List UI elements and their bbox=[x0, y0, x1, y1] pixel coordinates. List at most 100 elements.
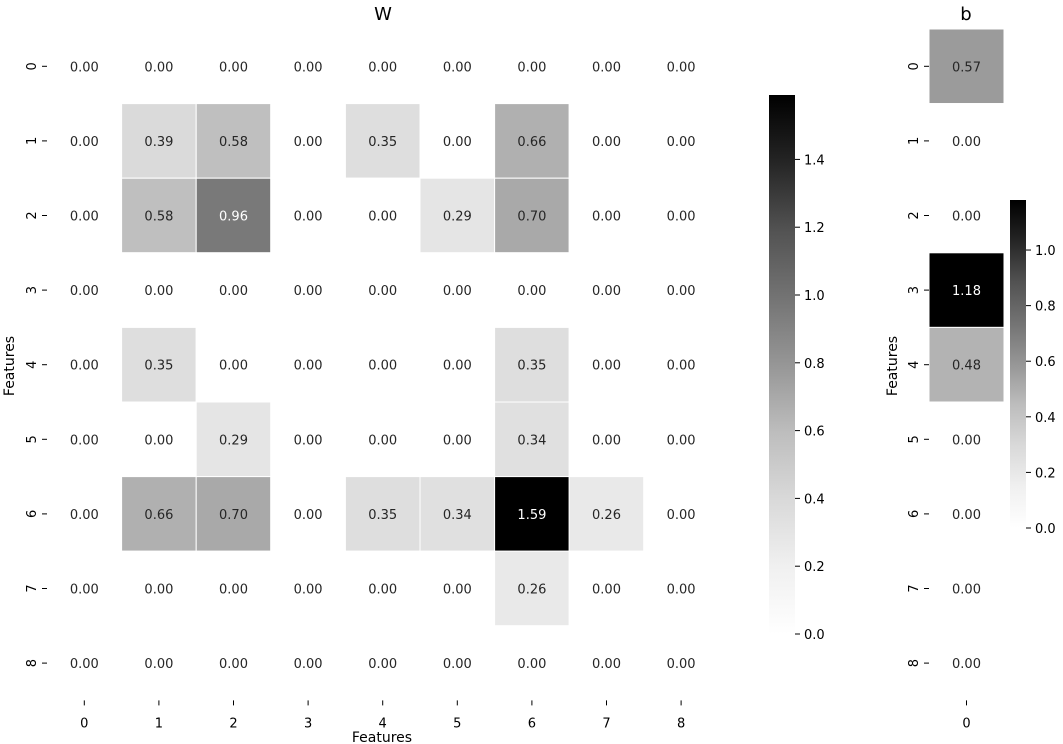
w-cell-label: 0.70 bbox=[219, 508, 248, 523]
w-cell bbox=[419, 550, 496, 627]
w-cell-label: 0.00 bbox=[294, 210, 323, 225]
w-cell-label: 0.26 bbox=[517, 583, 546, 598]
w-cell-label: 0.00 bbox=[70, 210, 99, 225]
b-colorbar-tick-label: 0.2 bbox=[1035, 466, 1056, 481]
w-cell bbox=[643, 625, 719, 701]
w-cell-label: 0.00 bbox=[667, 583, 696, 598]
w-cell-label: 0.00 bbox=[144, 433, 173, 448]
w-cell bbox=[568, 28, 645, 105]
w-cell-label: 0.00 bbox=[667, 60, 696, 75]
w-cell-label: 0.00 bbox=[443, 657, 472, 672]
w-cell-label: 0.00 bbox=[667, 359, 696, 374]
w-cell-label: 0.00 bbox=[70, 135, 99, 150]
w-cell bbox=[270, 177, 346, 254]
w-cell bbox=[270, 625, 346, 701]
w-cell-label: 0.39 bbox=[144, 135, 173, 150]
heatmap-b: b 0.57 0.00 0.00 1.18 0.48 0.00 0.00 0.00 0.00 0… bbox=[885, 4, 1005, 731]
b-y-tick-label: 7 bbox=[907, 584, 922, 592]
b-y-tick-label: 5 bbox=[907, 435, 922, 443]
w-cell-label: 0.00 bbox=[70, 359, 99, 374]
w-cell bbox=[344, 401, 421, 478]
b-cell-label: 1.18 bbox=[952, 284, 981, 299]
b-cell bbox=[928, 28, 1005, 105]
w-cell bbox=[195, 326, 272, 403]
w-ylabel: Features bbox=[2, 336, 18, 396]
b-cell bbox=[928, 625, 1005, 701]
w-cell-label: 0.00 bbox=[592, 657, 621, 672]
w-cell-label: 0.00 bbox=[592, 210, 621, 225]
w-cell-label: 0.00 bbox=[368, 60, 397, 75]
w-cell-label: 0.00 bbox=[144, 657, 173, 672]
w-cell bbox=[419, 625, 496, 701]
b-cell-label: 0.00 bbox=[952, 433, 981, 448]
w-cell-label: 0.00 bbox=[70, 508, 99, 523]
w-cell bbox=[494, 550, 570, 627]
b-y-axis: 0 1 2 3 4 5 6 7 8 bbox=[907, 62, 929, 667]
w-y-tick-label: 2 bbox=[25, 211, 40, 219]
w-xlabel: Features bbox=[352, 730, 412, 744]
b-cell bbox=[928, 103, 1005, 179]
w-cell-label: 0.00 bbox=[219, 657, 248, 672]
w-cell-label: 0.00 bbox=[294, 135, 323, 150]
w-cell-label: 0.00 bbox=[592, 284, 621, 299]
w-cell-label: 0.00 bbox=[592, 60, 621, 75]
w-cell-label: 0.00 bbox=[144, 583, 173, 598]
w-colorbar-ticks: 0.0 0.2 0.4 0.6 0.8 1.0 1.2 1.4 bbox=[795, 153, 825, 643]
w-cell-label: 0.00 bbox=[294, 657, 323, 672]
w-cell-label: 0.34 bbox=[517, 433, 546, 448]
b-colorbar-gradient bbox=[1010, 200, 1026, 528]
w-cell bbox=[46, 401, 123, 478]
w-cell-label: 0.26 bbox=[592, 508, 621, 523]
w-y-tick-label: 4 bbox=[25, 361, 40, 369]
w-cell bbox=[419, 326, 496, 403]
w-cell bbox=[494, 476, 570, 552]
w-y-axis: 0 1 2 3 4 5 6 7 8 bbox=[25, 62, 47, 667]
b-cell bbox=[928, 252, 1005, 328]
b-colorbar-tick-label: 0.0 bbox=[1035, 522, 1056, 537]
b-y-tick-label: 1 bbox=[907, 137, 922, 145]
w-cell-label: 0.00 bbox=[517, 284, 546, 299]
w-cell-label: 0.00 bbox=[368, 583, 397, 598]
w-cell-label: 0.00 bbox=[443, 359, 472, 374]
w-cell-label: 0.00 bbox=[667, 135, 696, 150]
b-annotations: 0.57 0.00 0.00 1.18 0.48 0.00 0.00 0.00 0.00 bbox=[952, 60, 981, 672]
w-cell-label: 0.00 bbox=[144, 60, 173, 75]
w-cell-label: 0.35 bbox=[144, 359, 173, 374]
w-cell bbox=[121, 476, 197, 552]
w-cell-label: 1.59 bbox=[517, 508, 546, 523]
w-cell bbox=[46, 550, 123, 627]
w-cell-label: 0.66 bbox=[517, 135, 546, 150]
w-x-tick-label: 6 bbox=[528, 716, 536, 731]
w-cell-label: 0.00 bbox=[294, 583, 323, 598]
w-y-tick-label: 0 bbox=[25, 62, 40, 70]
w-cell bbox=[643, 326, 719, 403]
w-cell-label: 0.00 bbox=[70, 60, 99, 75]
w-cell-label: 0.35 bbox=[368, 135, 397, 150]
w-cell-label: 0.00 bbox=[70, 657, 99, 672]
w-cell bbox=[494, 103, 570, 179]
w-cell bbox=[270, 326, 346, 403]
w-cell-label: 0.00 bbox=[443, 284, 472, 299]
b-cells bbox=[928, 28, 1005, 701]
b-cell-label: 0.48 bbox=[952, 359, 981, 374]
w-x-tick-label: 5 bbox=[453, 716, 461, 731]
b-cell bbox=[928, 177, 1005, 254]
w-x-tick-label: 1 bbox=[155, 716, 163, 731]
b-cell bbox=[928, 550, 1005, 627]
w-x-axis: 0 1 2 3 4 5 6 7 8 bbox=[80, 700, 685, 731]
w-colorbar-tick-label: 1.2 bbox=[804, 221, 825, 236]
w-cell-label: 0.00 bbox=[294, 508, 323, 523]
w-cell-label: 0.00 bbox=[294, 359, 323, 374]
w-x-tick-label: 4 bbox=[379, 716, 387, 731]
w-cell bbox=[195, 550, 272, 627]
w-cell-label: 0.00 bbox=[592, 583, 621, 598]
b-cell bbox=[928, 326, 1005, 403]
w-cell-label: 0.35 bbox=[368, 508, 397, 523]
w-cell-label: 0.00 bbox=[70, 284, 99, 299]
w-colorbar-tick-label: 1.4 bbox=[804, 153, 825, 168]
w-cell bbox=[121, 177, 197, 254]
w-cell bbox=[195, 177, 272, 254]
w-cell-label: 0.00 bbox=[443, 60, 472, 75]
w-colorbar-tick-label: 0.0 bbox=[804, 628, 825, 643]
b-title: b bbox=[960, 4, 971, 25]
